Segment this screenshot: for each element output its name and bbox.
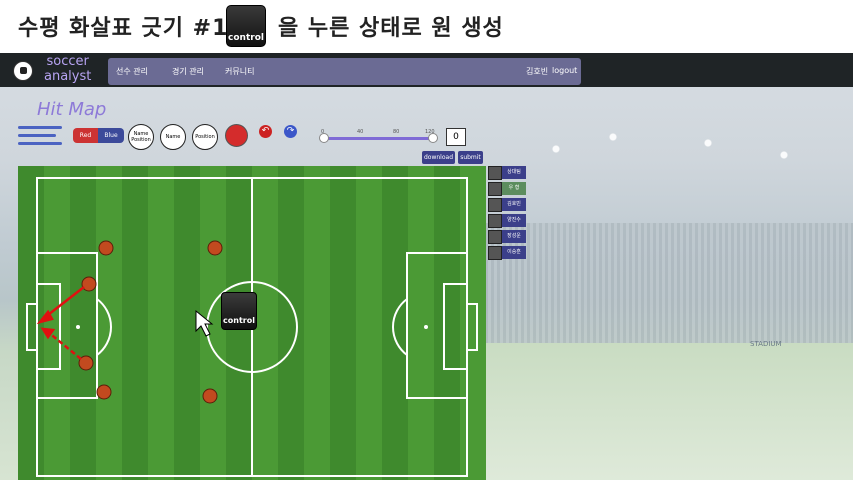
app-logo-text[interactable]: soccer analyst [44, 54, 91, 84]
player-photo [488, 230, 502, 244]
team-toggle[interactable]: Red Blue [73, 128, 124, 143]
plain-marker-button[interactable] [225, 124, 248, 147]
slider-tick-1: 40 [357, 129, 364, 135]
player-marker [207, 240, 223, 256]
time-slider-end [428, 133, 438, 143]
control-key-overlay-label: control [223, 316, 255, 325]
player-marker [96, 384, 112, 400]
player-name-button[interactable]: 장성운 [502, 230, 526, 243]
stadium-grass [485, 343, 853, 480]
pitch-lines [26, 177, 478, 477]
download-button[interactable]: download [422, 151, 455, 164]
name-position-marker-button[interactable]: Name Position [128, 124, 154, 150]
nav-menu: 선수 관리 경기 관리 커뮤니티 김호빈 logout [108, 58, 581, 85]
caption-left-text: 수평 화살표 긋기 #1 [18, 16, 229, 41]
player-name-button[interactable]: 양진수 [502, 214, 526, 227]
player-marker [202, 388, 218, 404]
team-red-button[interactable]: Red [73, 128, 98, 143]
team-blue-button[interactable]: Blue [98, 128, 124, 143]
arrow-head [40, 327, 56, 340]
filter-sliders-icon[interactable] [18, 123, 64, 151]
player-marker [78, 355, 94, 371]
player-photo [488, 182, 502, 196]
dashed-arrow [47, 331, 82, 360]
logout-link[interactable]: logout [552, 66, 578, 75]
soccer-pitch-canvas[interactable] [18, 166, 486, 480]
player-photo [488, 198, 502, 212]
player-name-button-selected[interactable]: 우 형 [502, 182, 526, 195]
arrows [36, 286, 85, 360]
nav-community[interactable]: 커뮤니티 [225, 67, 255, 76]
top-navbar: soccer analyst 선수 관리 경기 관리 커뮤니티 김호빈 logo… [0, 53, 853, 87]
time-slider-handle[interactable] [319, 133, 329, 143]
redo-icon[interactable]: ↷ [284, 125, 297, 138]
soccer-ball-logo-icon[interactable] [13, 61, 33, 81]
name-position-line-1: Name [133, 131, 149, 137]
logo-line-1: soccer [46, 54, 89, 69]
player-name-button[interactable]: 김호빈 [502, 198, 526, 211]
player-photo [488, 166, 502, 180]
player-marker [81, 276, 97, 292]
submit-button[interactable]: submit [458, 151, 483, 164]
position-marker-label: Position [195, 134, 215, 140]
mouse-cursor-icon [195, 309, 214, 337]
slider-tick-3: 120 [425, 129, 435, 135]
name-position-line-2: Position [131, 137, 151, 143]
player-markers [78, 240, 223, 404]
slider-value-input[interactable]: 0 [446, 128, 466, 146]
control-key-label: control [228, 33, 264, 43]
page-title: Hit Map [37, 99, 107, 120]
app-stage: STADIUM soccer analyst 선수 관리 경기 관리 커뮤니티 … [0, 53, 853, 480]
name-marker-label: Name [165, 134, 181, 140]
time-slider-track[interactable] [322, 137, 430, 140]
nav-player-management[interactable]: 선수 관리 [116, 67, 148, 76]
tutorial-caption: 수평 화살표 긋기 #1 control 을 누른 상태로 원 생성 [0, 0, 853, 52]
undo-icon[interactable]: ↶ [259, 125, 272, 138]
player-photo [488, 246, 502, 260]
player-name-button[interactable]: 상대팀 [502, 166, 526, 179]
slider-tick-0: 0 [321, 129, 325, 135]
nav-match-management[interactable]: 경기 관리 [172, 67, 204, 76]
nav-user-name: 김호빈 [526, 67, 549, 76]
position-marker-button[interactable]: Position [192, 124, 218, 150]
player-name-button[interactable]: 이승훈 [502, 246, 526, 259]
logo-line-2: analyst [44, 69, 92, 84]
pass-arrow [43, 286, 85, 319]
control-key-overlay-icon: control [221, 292, 257, 330]
stadium-lights [480, 113, 853, 233]
stadium-sign: STADIUM [750, 340, 782, 348]
arrow-head [36, 309, 54, 325]
caption-right-text: 을 누른 상태로 원 생성 [278, 16, 504, 41]
player-marker [98, 240, 114, 256]
slider-tick-2: 80 [393, 129, 400, 135]
name-marker-button[interactable]: Name [160, 124, 186, 150]
control-key-icon: control [226, 5, 266, 47]
player-photo [488, 214, 502, 228]
